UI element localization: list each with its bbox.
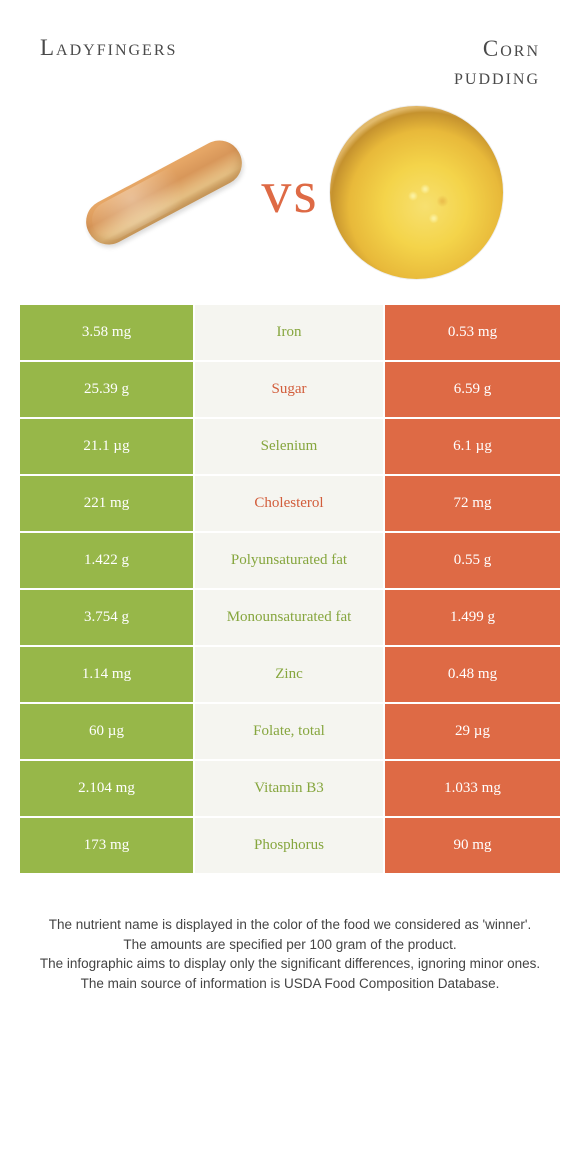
value-left: 221 mg xyxy=(20,476,195,531)
title-right: Corn pudding xyxy=(290,35,540,90)
value-left: 25.39 g xyxy=(20,362,195,417)
value-right: 6.59 g xyxy=(385,362,560,417)
value-right: 72 mg xyxy=(385,476,560,531)
vs-label: vs xyxy=(261,158,318,227)
value-left: 1.422 g xyxy=(20,533,195,588)
image-corn-pudding xyxy=(329,105,504,280)
table-row: 1.14 mgZinc0.48 mg xyxy=(20,647,560,704)
table-row: 3.754 gMonounsaturated fat1.499 g xyxy=(20,590,560,647)
nutrient-label: Zinc xyxy=(195,647,385,702)
nutrient-label: Sugar xyxy=(195,362,385,417)
nutrient-label: Monounsaturated fat xyxy=(195,590,385,645)
value-left: 60 µg xyxy=(20,704,195,759)
value-left: 21.1 µg xyxy=(20,419,195,474)
image-ladyfinger xyxy=(76,105,251,280)
value-left: 173 mg xyxy=(20,818,195,873)
value-right: 0.53 mg xyxy=(385,305,560,360)
value-right: 29 µg xyxy=(385,704,560,759)
value-left: 1.14 mg xyxy=(20,647,195,702)
title-left: Ladyfingers xyxy=(40,35,290,61)
value-right: 0.55 g xyxy=(385,533,560,588)
nutrient-label: Phosphorus xyxy=(195,818,385,873)
footer-line: The nutrient name is displayed in the co… xyxy=(35,915,545,935)
table-row: 60 µgFolate, total29 µg xyxy=(20,704,560,761)
table-row: 2.104 mgVitamin B31.033 mg xyxy=(20,761,560,818)
value-right: 0.48 mg xyxy=(385,647,560,702)
value-right: 1.033 mg xyxy=(385,761,560,816)
header: Ladyfingers Corn pudding xyxy=(0,0,580,100)
value-left: 2.104 mg xyxy=(20,761,195,816)
table-row: 21.1 µgSelenium6.1 µg xyxy=(20,419,560,476)
table-row: 221 mgCholesterol72 mg xyxy=(20,476,560,533)
table-row: 3.58 mgIron0.53 mg xyxy=(20,305,560,362)
nutrient-label: Vitamin B3 xyxy=(195,761,385,816)
footer-line: The amounts are specified per 100 gram o… xyxy=(35,935,545,955)
footer-line: The main source of information is USDA F… xyxy=(35,974,545,994)
footer-notes: The nutrient name is displayed in the co… xyxy=(0,875,580,993)
footer-line: The infographic aims to display only the… xyxy=(35,954,545,974)
value-left: 3.754 g xyxy=(20,590,195,645)
value-right: 6.1 µg xyxy=(385,419,560,474)
value-right: 90 mg xyxy=(385,818,560,873)
table-row: 1.422 gPolyunsaturated fat0.55 g xyxy=(20,533,560,590)
value-right: 1.499 g xyxy=(385,590,560,645)
value-left: 3.58 mg xyxy=(20,305,195,360)
nutrient-label: Polyunsaturated fat xyxy=(195,533,385,588)
nutrient-label: Folate, total xyxy=(195,704,385,759)
nutrient-label: Iron xyxy=(195,305,385,360)
images-row: vs xyxy=(0,100,580,305)
table-row: 25.39 gSugar6.59 g xyxy=(20,362,560,419)
table-row: 173 mgPhosphorus90 mg xyxy=(20,818,560,875)
nutrient-label: Selenium xyxy=(195,419,385,474)
nutrient-label: Cholesterol xyxy=(195,476,385,531)
comparison-table: 3.58 mgIron0.53 mg25.39 gSugar6.59 g21.1… xyxy=(20,305,560,875)
